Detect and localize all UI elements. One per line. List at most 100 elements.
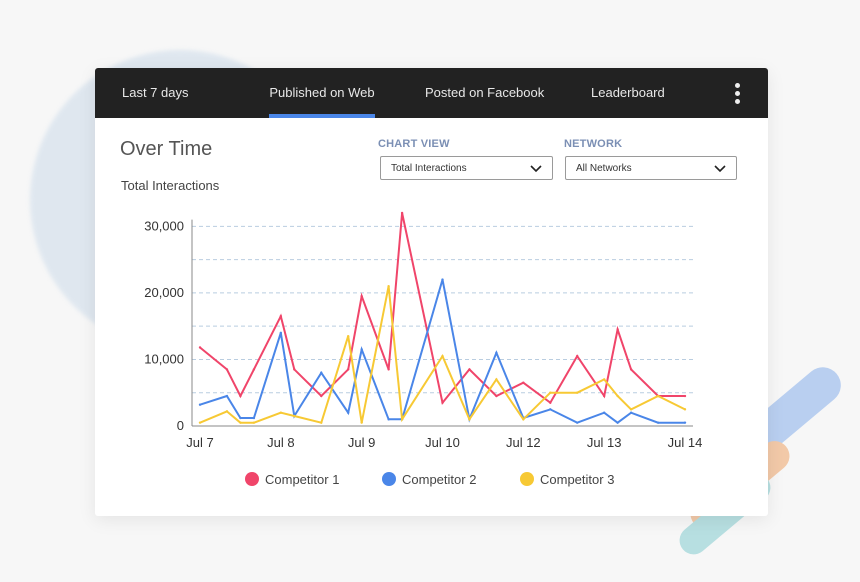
data-point — [468, 368, 471, 371]
legend-swatch — [382, 472, 396, 486]
data-point — [387, 285, 390, 288]
legend-item: Competitor 3 — [520, 472, 614, 487]
data-point — [239, 416, 242, 420]
series-line — [199, 286, 686, 424]
analytics-card: Last 7 days Published on Web Posted on F… — [95, 68, 768, 516]
data-point — [522, 381, 525, 384]
x-tick-label: Jul 12 — [506, 435, 541, 450]
legend-swatch — [520, 472, 534, 486]
data-point — [576, 354, 579, 358]
data-point — [279, 314, 283, 318]
over-time-line-chart: 0 10,000 20,000 30,000 Jul 7 Jul 8 Jul 9 Jul 10… — [144, 211, 703, 450]
data-point — [602, 394, 606, 398]
data-point — [441, 278, 444, 281]
network-label: NETWORK — [564, 138, 623, 150]
data-point — [495, 351, 498, 354]
data-point — [400, 211, 404, 215]
tab-last-7-days[interactable]: Last 7 days — [122, 85, 189, 100]
data-point — [225, 410, 229, 413]
tab-leaderboard[interactable]: Leaderboard — [591, 85, 665, 100]
tab-posted-on-facebook[interactable]: Posted on Facebook — [425, 85, 545, 100]
data-point — [346, 334, 350, 338]
x-tick-label: Jul 13 — [587, 435, 622, 450]
legend-item: Competitor 1 — [245, 472, 339, 487]
panel-title: Over Time — [120, 138, 213, 160]
data-point — [616, 328, 619, 331]
tab-published-on-web[interactable]: Published on Web — [269, 68, 375, 118]
data-point — [441, 354, 444, 358]
data-point — [629, 408, 633, 411]
chart-view-select[interactable]: Total Interactions — [380, 156, 553, 180]
data-point — [360, 348, 363, 351]
data-point — [495, 394, 498, 398]
data-point — [320, 394, 323, 398]
data-point — [602, 411, 606, 414]
x-tick-label: Jul 9 — [348, 435, 375, 450]
data-point — [656, 394, 660, 398]
top-navigation-bar: Last 7 days Published on Web Posted on F… — [95, 68, 768, 118]
data-point — [629, 368, 633, 371]
x-tick-label: Jul 8 — [267, 435, 294, 450]
legend-label: Competitor 2 — [402, 472, 477, 487]
data-point — [293, 414, 296, 418]
data-point — [320, 421, 323, 424]
data-point — [683, 408, 687, 411]
data-point — [346, 411, 350, 414]
data-point — [576, 421, 579, 424]
data-point — [360, 295, 363, 298]
y-tick-label: 20,000 — [144, 285, 184, 300]
data-point — [441, 401, 444, 404]
y-tick-label: 30,000 — [144, 218, 184, 233]
data-point — [252, 416, 256, 420]
network-select[interactable]: All Networks — [565, 156, 737, 180]
legend-swatch — [245, 472, 259, 486]
data-point — [576, 391, 579, 394]
data-point — [549, 391, 552, 394]
data-point — [616, 394, 619, 398]
data-point — [239, 421, 242, 424]
data-point — [495, 378, 498, 381]
data-point — [239, 394, 242, 398]
kebab-menu-icon[interactable] — [732, 83, 742, 105]
chevron-down-icon — [530, 165, 542, 173]
chart-view-label: CHART VIEW — [378, 138, 450, 150]
data-point — [656, 421, 660, 424]
data-point — [279, 331, 283, 335]
chart-view-value: Total Interactions — [391, 163, 467, 174]
data-point — [549, 401, 552, 404]
legend-label: Competitor 1 — [265, 472, 340, 487]
data-point — [629, 411, 633, 414]
data-point — [602, 378, 606, 381]
legend-item: Competitor 2 — [382, 472, 476, 487]
chevron-down-icon — [714, 165, 726, 173]
data-point — [616, 421, 619, 424]
data-point — [293, 368, 296, 371]
data-point — [346, 368, 350, 371]
series-line — [199, 212, 685, 405]
data-point — [252, 368, 256, 371]
data-point — [225, 368, 229, 371]
legend-label: Competitor 3 — [540, 472, 615, 487]
series-line — [199, 279, 685, 424]
data-point — [252, 421, 256, 424]
data-point — [683, 394, 687, 398]
data-point — [522, 418, 525, 421]
data-point — [198, 346, 202, 349]
data-point — [279, 411, 283, 414]
data-point — [400, 418, 404, 421]
data-point — [549, 408, 552, 411]
data-point — [683, 421, 687, 424]
data-point — [468, 418, 471, 421]
data-point — [198, 421, 202, 424]
y-tick-label: 10,000 — [144, 351, 184, 366]
data-point — [320, 371, 323, 374]
data-point — [360, 421, 363, 424]
data-point — [198, 403, 202, 406]
x-tick-label: Jul 14 — [668, 435, 703, 450]
x-tick-label: Jul 7 — [186, 435, 213, 450]
panel-subtitle: Total Interactions — [121, 178, 220, 193]
data-point — [387, 368, 390, 371]
data-point — [225, 394, 229, 398]
y-tick-label: 0 — [177, 418, 184, 433]
x-tick-label: Jul 10 — [425, 435, 460, 450]
